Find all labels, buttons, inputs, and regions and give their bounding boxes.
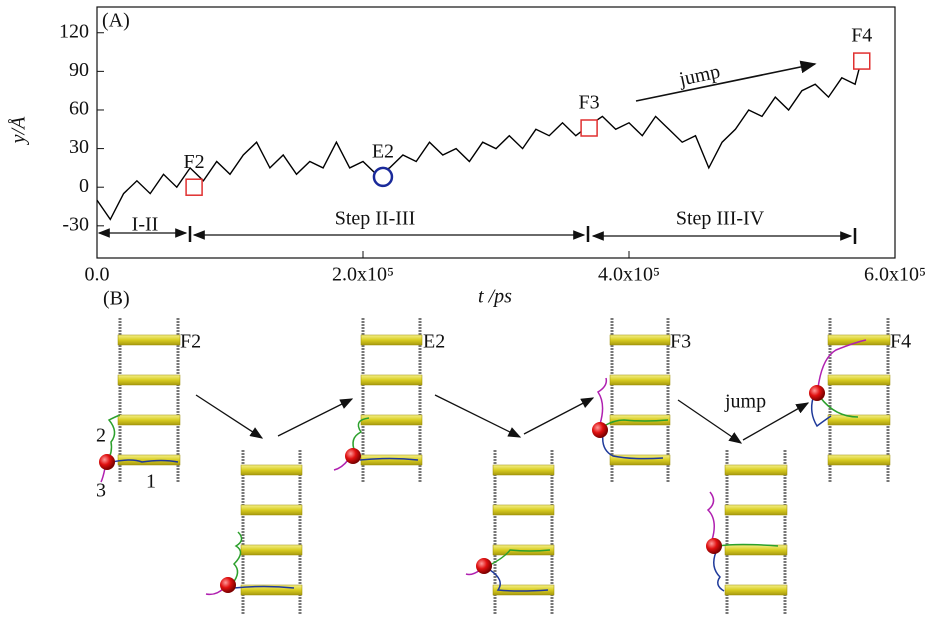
ladder-rung xyxy=(725,465,787,475)
strand-label: 3 xyxy=(96,480,106,502)
arrow xyxy=(196,395,262,438)
strand xyxy=(334,460,348,470)
ladder-rung xyxy=(241,465,302,475)
ladder-rung xyxy=(241,545,302,555)
x-tick-label: 2.0x10⁵ xyxy=(332,264,394,286)
cargo xyxy=(99,454,115,470)
strand xyxy=(232,532,242,584)
cargo xyxy=(220,577,236,593)
strand xyxy=(708,492,714,540)
state-marker xyxy=(581,120,597,136)
y-tick-label: 60 xyxy=(69,98,89,120)
ladder-rung xyxy=(493,505,554,515)
trajectory xyxy=(97,59,862,220)
ladder-rung xyxy=(828,375,890,385)
ladder-rung xyxy=(725,585,787,595)
x-tick-label: 0.0 xyxy=(85,264,110,286)
arrow xyxy=(524,398,593,434)
transition-arrows xyxy=(196,395,808,443)
ladder-rung xyxy=(361,415,422,425)
y-tick-label: 120 xyxy=(59,20,89,42)
arrow xyxy=(278,399,352,436)
y-tick-label: -30 xyxy=(62,213,89,235)
annotation: Step II-III xyxy=(335,208,416,230)
plot-frame xyxy=(97,7,895,258)
x-axis-label: t /ps xyxy=(478,286,512,308)
state-marker xyxy=(186,179,202,195)
state-label: F3 xyxy=(579,92,600,114)
state-marker xyxy=(854,53,870,69)
state-label: F3 xyxy=(670,331,691,353)
ladder-rung xyxy=(610,375,670,385)
ladder-rung xyxy=(610,335,670,345)
panel-label: (A) xyxy=(102,10,130,32)
state-label: F4 xyxy=(851,25,872,47)
ladder-rung xyxy=(361,335,422,345)
annotation: I-II xyxy=(132,214,159,236)
state-label: F4 xyxy=(890,331,911,353)
state-label: F2 xyxy=(180,331,201,353)
jump-arrow xyxy=(636,64,815,101)
cargo xyxy=(476,558,492,574)
ladder-rung xyxy=(118,335,180,345)
ladders xyxy=(99,318,890,615)
strand xyxy=(820,397,858,417)
strand-label: 1 xyxy=(146,471,156,493)
ladder-rung xyxy=(828,415,890,425)
figure: (A) y/Å t /ps I-II Step II-III Step III-… xyxy=(0,0,930,615)
cargo xyxy=(706,538,722,554)
annotation: jump xyxy=(676,61,722,91)
state-label: E2 xyxy=(423,331,445,353)
arrow xyxy=(435,395,520,437)
x-tick-label: 6.0x10⁵ xyxy=(864,264,926,286)
ladder-rung xyxy=(828,335,890,345)
x-tick-label: 4.0x10⁵ xyxy=(598,264,660,286)
ladder-rung xyxy=(118,415,180,425)
state-label: E2 xyxy=(372,141,394,163)
cargo xyxy=(809,385,825,401)
jump-label: jump xyxy=(724,391,766,413)
y-tick-label: 30 xyxy=(69,136,89,158)
ladder-rung xyxy=(725,505,787,515)
ladder-rung xyxy=(118,375,180,385)
y-axis-label: y/Å xyxy=(8,116,30,145)
panel-label: (B) xyxy=(103,288,130,310)
strand-label: 2 xyxy=(96,425,106,447)
annotation: Step III-IV xyxy=(676,208,765,230)
ladder-rung xyxy=(361,375,422,385)
ladder-rung xyxy=(493,465,554,475)
ladder-rung xyxy=(241,505,302,515)
cargo xyxy=(592,422,608,438)
strand xyxy=(598,378,606,424)
y-tick-label: 90 xyxy=(69,59,89,81)
y-tick-label: 0 xyxy=(79,175,89,197)
state-marker xyxy=(374,168,392,186)
strand xyxy=(714,552,724,591)
state-label: F2 xyxy=(184,151,205,173)
cargo xyxy=(345,448,361,464)
ladder-rung xyxy=(828,455,890,465)
